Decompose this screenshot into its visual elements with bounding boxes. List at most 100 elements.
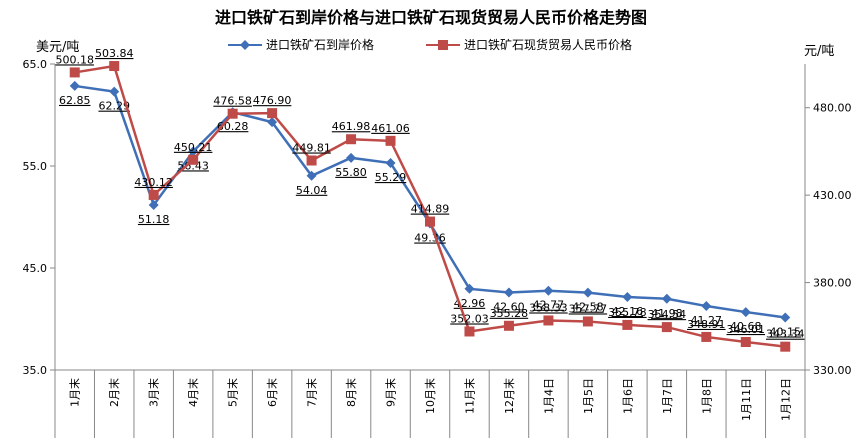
series-1-data-label: 42.58 bbox=[572, 301, 604, 314]
series-2-data-label: 500.18 bbox=[55, 53, 94, 66]
legend-item-series-2: 进口铁矿石现货贸易人民币价格 bbox=[426, 36, 632, 53]
series-2-data-label: 414.89 bbox=[411, 203, 450, 216]
left-tick-label: 35.0 bbox=[23, 364, 48, 377]
x-tick-label: 1月8日 bbox=[700, 378, 713, 414]
series-1-data-label: 42.60 bbox=[493, 300, 525, 313]
x-tick-label: 9月末 bbox=[384, 378, 398, 407]
series-2-data-label: 357.77 bbox=[569, 302, 608, 315]
x-tick-label: 4月末 bbox=[186, 378, 200, 407]
series-2-point bbox=[780, 341, 791, 352]
series-1-point bbox=[346, 152, 357, 163]
series-2-data-label: 343.34 bbox=[766, 328, 805, 341]
series-1-data-label: 40.15 bbox=[770, 325, 802, 338]
series-2-data-label: 346.01 bbox=[727, 323, 766, 336]
legend-item-series-1: 进口铁矿石到岸价格 bbox=[228, 36, 374, 53]
series-1-data-label: 42.77 bbox=[533, 299, 565, 312]
series-2-point bbox=[148, 189, 159, 200]
series-2-point bbox=[740, 337, 751, 348]
series-1-data-label: 55.29 bbox=[375, 171, 407, 184]
series-2-data-label: 355.28 bbox=[490, 307, 529, 320]
legend-swatch-series-1 bbox=[228, 39, 262, 50]
x-tick-label: 1月末 bbox=[68, 378, 82, 407]
series-2-data-label: 476.90 bbox=[253, 94, 292, 107]
series-1-point bbox=[701, 301, 712, 312]
series-1-data-label: 40.68 bbox=[730, 320, 762, 333]
series-2-point bbox=[69, 67, 80, 78]
right-axis-unit: 元/吨 bbox=[804, 44, 835, 59]
series-2-point bbox=[661, 322, 672, 333]
series-2-data-label: 503.84 bbox=[95, 47, 134, 60]
series-2-point bbox=[425, 216, 435, 227]
series-2-data-label: 461.06 bbox=[371, 122, 410, 135]
series-2-point bbox=[464, 326, 475, 337]
series-2-data-label: 358.33 bbox=[529, 301, 568, 314]
series-2-data-label: 355.78 bbox=[608, 306, 647, 319]
right-tick-label: 480.00 bbox=[813, 102, 852, 115]
series-2-data-label: 476.58 bbox=[213, 95, 252, 108]
x-tick-label: 1月7日 bbox=[661, 378, 674, 414]
series-1-data-label: 55.80 bbox=[335, 166, 367, 179]
x-tick-label: 1月11日 bbox=[740, 378, 753, 421]
x-tick-label: 10月末 bbox=[423, 378, 437, 414]
series-2-point bbox=[267, 108, 278, 119]
series-1-point bbox=[148, 199, 159, 210]
series-1-point bbox=[740, 307, 751, 318]
series-1-point bbox=[464, 283, 475, 294]
series-1-point bbox=[582, 287, 593, 298]
series-1-data-label: 56.43 bbox=[177, 159, 209, 172]
series-1-point bbox=[306, 170, 317, 181]
series-1-data-label: 49.36 bbox=[414, 232, 446, 245]
right-tick-label: 380.00 bbox=[813, 277, 852, 290]
left-tick-label: 45.0 bbox=[23, 262, 48, 275]
series-1-data-label: 62.85 bbox=[59, 94, 91, 107]
series-1-point bbox=[780, 312, 791, 323]
x-tick-label: 1月6日 bbox=[621, 378, 634, 414]
series-1-point bbox=[69, 80, 80, 91]
left-axis-unit: 美元/吨 bbox=[36, 40, 80, 55]
x-tick-label: 12月末 bbox=[502, 378, 516, 414]
right-tick-label: 330.00 bbox=[813, 364, 852, 377]
series-2-point bbox=[346, 134, 357, 145]
series-2-data-label: 450.21 bbox=[174, 141, 213, 154]
series-1-point bbox=[188, 146, 199, 157]
series-1-point bbox=[661, 293, 672, 304]
series-1-point bbox=[385, 158, 396, 169]
x-tick-label: 11月末 bbox=[462, 378, 476, 414]
series-1-data-label: 41.27 bbox=[691, 314, 723, 327]
series-1-data-label: 41.98 bbox=[651, 307, 683, 320]
x-tick-label: 3月末 bbox=[147, 378, 161, 407]
series-1-point bbox=[503, 287, 514, 298]
series-2-point bbox=[306, 155, 317, 166]
x-tick-label: 6月末 bbox=[265, 378, 279, 407]
series-1-data-label: 42.16 bbox=[612, 305, 644, 318]
series-2-point bbox=[582, 316, 593, 327]
series-2-point bbox=[188, 154, 199, 165]
series-2-data-label: 354.54 bbox=[648, 308, 687, 321]
series-2-data-label: 430.12 bbox=[134, 176, 173, 189]
x-tick-label: 1月5日 bbox=[582, 378, 595, 414]
series-2-data-label: 461.98 bbox=[332, 120, 371, 133]
series-1-data-label: 54.04 bbox=[296, 184, 328, 197]
x-tick-label: 2月末 bbox=[107, 378, 121, 407]
series-1-point bbox=[622, 291, 633, 302]
x-tick-label: 1月12日 bbox=[779, 378, 792, 421]
series-2-point bbox=[227, 108, 238, 119]
series-1-point bbox=[267, 117, 278, 128]
x-tick-label: 5月末 bbox=[226, 378, 240, 407]
series-2-point bbox=[543, 315, 554, 326]
series-2-point bbox=[701, 331, 712, 342]
left-tick-label: 65.0 bbox=[23, 58, 48, 71]
series-1-data-label: 62.29 bbox=[98, 100, 130, 113]
series-1-data-label: 51.18 bbox=[138, 213, 170, 226]
series-2-point bbox=[503, 320, 514, 331]
legend-label-series-2: 进口铁矿石现货贸易人民币价格 bbox=[464, 38, 633, 52]
series-2-data-label: 352.03 bbox=[450, 312, 489, 325]
x-tick-label: 1月4日 bbox=[542, 378, 555, 414]
series-2-point bbox=[622, 319, 633, 330]
left-tick-label: 55.0 bbox=[23, 160, 48, 173]
series-2-point bbox=[109, 61, 120, 72]
chart-title: 进口铁矿石到岸价格与进口铁矿石现货贸易人民币价格走势图 bbox=[214, 8, 647, 27]
legend-swatch-series-2 bbox=[426, 39, 460, 50]
